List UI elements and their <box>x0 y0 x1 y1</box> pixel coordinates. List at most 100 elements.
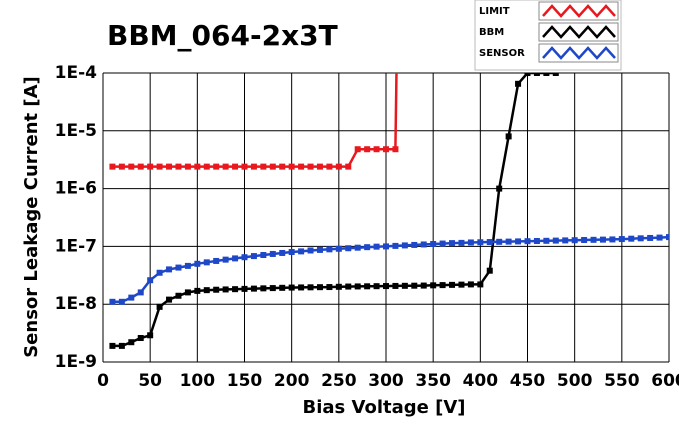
point-marker <box>430 282 437 289</box>
point-marker <box>147 332 154 339</box>
point-marker <box>279 163 286 170</box>
point-marker <box>250 253 257 260</box>
point-marker <box>345 245 352 252</box>
point-marker <box>496 185 503 192</box>
x-tick-label: 0 <box>97 371 109 391</box>
point-marker <box>364 244 371 251</box>
point-marker <box>166 163 173 170</box>
point-marker <box>411 241 418 248</box>
x-tick-label: 600 <box>651 371 679 391</box>
legend-label: SENSOR <box>479 48 525 59</box>
point-marker <box>184 289 191 296</box>
point-marker <box>383 146 389 153</box>
point-marker <box>326 284 333 291</box>
point-marker <box>430 241 437 248</box>
point-marker <box>552 237 559 244</box>
x-tick-label: 200 <box>274 371 310 391</box>
point-marker <box>232 255 239 262</box>
point-marker <box>147 163 154 170</box>
point-marker <box>581 237 588 244</box>
point-marker <box>373 146 380 153</box>
point-marker <box>288 163 295 170</box>
point-marker <box>401 242 408 249</box>
point-marker <box>128 163 135 170</box>
point-marker <box>401 282 408 289</box>
point-marker <box>118 298 125 305</box>
point-marker <box>373 283 380 290</box>
point-marker <box>326 163 333 170</box>
point-marker <box>590 236 597 243</box>
point-marker <box>543 237 550 244</box>
x-tick-label: 300 <box>368 371 404 391</box>
point-marker <box>156 269 163 276</box>
point-marker <box>298 284 305 291</box>
point-marker <box>364 283 371 290</box>
y-axis-label: Sensor Leakage Current [A] <box>21 76 42 358</box>
point-marker <box>175 264 182 271</box>
point-marker <box>156 303 163 310</box>
point-marker <box>458 239 465 246</box>
point-marker <box>269 285 276 292</box>
point-marker <box>128 339 135 346</box>
point-marker <box>222 286 229 293</box>
y-tick-label: 1E-8 <box>55 294 97 314</box>
y-tick-label: 1E-6 <box>55 179 97 199</box>
point-marker <box>505 133 512 140</box>
x-tick-label: 100 <box>180 371 216 391</box>
point-marker <box>647 234 654 241</box>
point-marker <box>524 73 531 76</box>
x-tick-label: 400 <box>463 371 499 391</box>
point-marker <box>222 163 229 170</box>
point-marker <box>477 239 484 246</box>
point-marker <box>467 281 474 288</box>
point-marker <box>232 163 239 170</box>
point-marker <box>543 73 550 76</box>
point-marker <box>156 163 163 170</box>
point-marker <box>316 163 323 170</box>
point-marker <box>486 267 493 274</box>
point-marker <box>392 242 399 249</box>
point-marker <box>618 236 625 243</box>
point-marker <box>524 238 531 245</box>
point-marker <box>316 284 323 291</box>
point-marker <box>552 73 559 76</box>
legend-label: LIMIT <box>479 6 510 17</box>
x-tick-label: 350 <box>415 371 451 391</box>
point-marker <box>269 250 276 257</box>
point-marker <box>213 163 220 170</box>
point-marker <box>420 282 427 289</box>
point-marker <box>128 294 135 301</box>
point-marker <box>656 234 663 241</box>
point-marker <box>467 239 474 246</box>
point-marker <box>345 283 352 290</box>
legend-swatch <box>542 46 616 60</box>
point-marker <box>496 238 503 245</box>
point-marker <box>373 243 380 250</box>
point-marker <box>477 281 484 288</box>
point-marker <box>137 163 144 170</box>
point-marker <box>383 243 389 250</box>
point-marker <box>609 236 616 243</box>
point-marker <box>250 285 257 292</box>
point-marker <box>486 239 493 246</box>
point-marker <box>213 286 220 293</box>
point-marker <box>241 285 248 292</box>
point-marker <box>345 163 352 170</box>
point-marker <box>392 282 399 289</box>
point-marker <box>307 163 314 170</box>
point-marker <box>298 163 305 170</box>
point-marker <box>194 260 201 267</box>
point-marker <box>335 283 342 290</box>
point-marker <box>194 163 201 170</box>
point-marker <box>316 246 323 253</box>
point-marker <box>203 163 210 170</box>
legend-swatch <box>542 4 616 18</box>
point-marker <box>260 285 267 292</box>
point-marker <box>439 282 446 289</box>
point-marker <box>184 262 191 269</box>
point-marker <box>335 245 342 252</box>
y-tick-label: 1E-4 <box>55 63 97 83</box>
point-marker <box>392 146 399 153</box>
plot-area <box>109 73 669 349</box>
